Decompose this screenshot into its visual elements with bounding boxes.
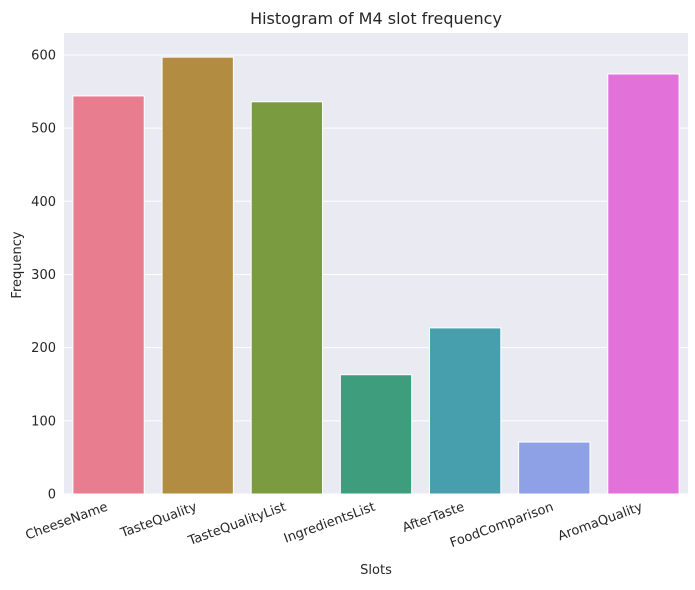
x-tick-label: CheeseName — [24, 500, 110, 544]
y-tick-label: 0 — [48, 488, 56, 503]
bar-aftertaste — [428, 327, 502, 495]
chart-title: Histogram of M4 slot frequency — [250, 9, 502, 28]
bar-foodcomparison — [518, 441, 591, 495]
bar-tastequalitylist — [250, 101, 324, 495]
y-tick-label: 100 — [31, 414, 56, 429]
bars — [72, 56, 680, 495]
x-tick-label: IngredientsList — [282, 500, 377, 547]
x-tick-label: FoodComparison — [448, 500, 556, 551]
y-tick-label: 500 — [31, 122, 56, 137]
bar-aromaquality — [607, 73, 680, 495]
x-axis-label: Slots — [360, 563, 392, 578]
x-tick-label: TasteQualityList — [186, 500, 289, 550]
bar-tastequality — [161, 56, 234, 495]
bar-cheesename — [72, 95, 145, 495]
x-tick-label: AromaQuality — [556, 500, 645, 545]
y-tick-labels: 0 100 200 300 400 500 600 — [31, 48, 56, 502]
bar-ingredientslist — [339, 374, 413, 495]
y-tick-label: 200 — [31, 341, 56, 356]
y-tick-label: 300 — [31, 268, 56, 283]
y-tick-label: 600 — [31, 48, 56, 63]
x-tick-labels: CheeseName TasteQualityTasteQualityListIn… — [24, 500, 645, 551]
y-tick-label: 400 — [31, 195, 56, 210]
y-axis-label: Frequency — [10, 231, 25, 298]
x-tick-label: AfterTaste — [400, 500, 466, 536]
